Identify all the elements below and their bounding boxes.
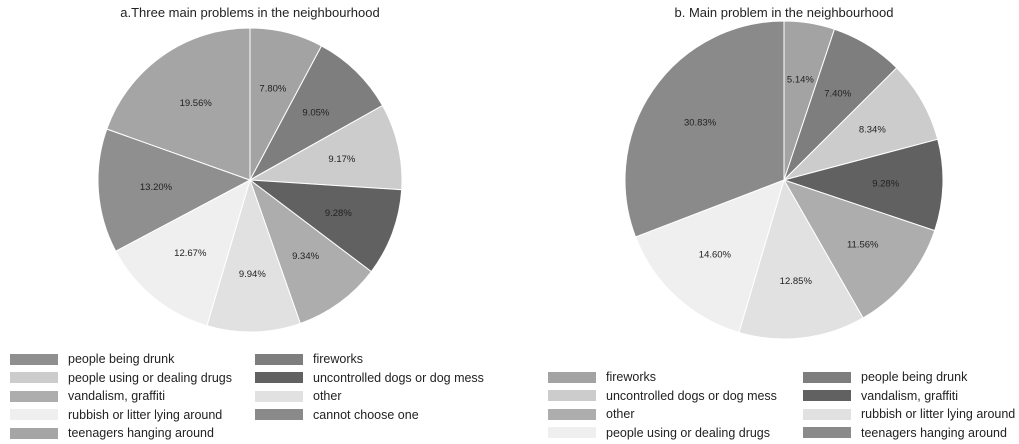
chart-title-a: a.Three main problems in the neighbourho… xyxy=(120,5,379,20)
legend-swatch xyxy=(803,390,851,401)
slice-label-b-0: 5.14% xyxy=(787,75,814,86)
pie-slice-a-6 xyxy=(115,179,251,327)
legend-swatch xyxy=(255,372,303,383)
legend-swatch xyxy=(255,353,303,365)
legend-label: people using or dealing drugs xyxy=(606,425,771,440)
pie-slice-a-3 xyxy=(248,179,403,273)
slice-label-b-1: 7.40% xyxy=(824,89,851,100)
slice-label-a-2: 9.17% xyxy=(328,154,355,165)
slice-label-a-0: 7.80% xyxy=(259,84,286,95)
chart-title-b: b. Main problem in the neighbourhood xyxy=(675,5,894,20)
legend-label: vandalism, graffiti xyxy=(68,389,166,403)
slice-label-a-7: 13.20% xyxy=(140,182,173,193)
pie-slice-b-5 xyxy=(738,178,864,340)
slice-label-a-4: 9.34% xyxy=(292,251,319,262)
legend-label: uncontrolled dogs or dog mess xyxy=(606,388,777,403)
legend-swatch xyxy=(803,408,851,420)
legend-item-a: cannot choose one xyxy=(255,408,419,422)
legend-swatch xyxy=(255,409,303,420)
legend-item-a: people using or dealing drugs xyxy=(10,371,232,385)
legend-swatch xyxy=(10,427,58,439)
legend-item-b: other xyxy=(548,407,635,421)
slice-label-b-2: 8.34% xyxy=(859,124,886,135)
legend-item-a: vandalism, graffiti xyxy=(10,389,165,403)
slice-label-b-3: 9.28% xyxy=(872,178,899,189)
legend-item-a: other xyxy=(255,389,342,403)
legend-swatch xyxy=(548,427,596,438)
legend-label: people being drunk xyxy=(68,352,175,366)
legend-item-a: fireworks xyxy=(255,352,363,366)
slice-label-a-3: 9.28% xyxy=(325,208,352,219)
pie-slice-a-4 xyxy=(248,178,372,325)
legend-item-b: teenagers hanging around xyxy=(803,426,1007,440)
legend-item-a: people being drunk xyxy=(10,352,174,366)
legend-label: people being drunk xyxy=(861,370,968,384)
legend-label: rubbish or litter lying around xyxy=(68,407,223,422)
legend-swatch xyxy=(10,390,58,402)
legend-label: rubbish or litter lying around xyxy=(861,407,1016,421)
legend-item-a: teenagers hanging around xyxy=(10,426,214,440)
pie-slice-a-7 xyxy=(97,128,252,252)
legend-label: other xyxy=(313,389,342,403)
legend-label: vandalism, graffiti xyxy=(861,388,959,403)
legend-swatch xyxy=(255,390,303,402)
pie-slice-a-8 xyxy=(106,27,251,181)
legend-label: teenagers hanging around xyxy=(861,425,1007,440)
legend-item-a: uncontrolled dogs or dog mess xyxy=(255,371,484,385)
pie-chart-a: a.Three main problems in the neighbourho… xyxy=(97,5,403,333)
slice-label-b-4: 11.56% xyxy=(847,240,879,251)
legend-label: teenagers hanging around xyxy=(68,426,214,440)
legend-item-b: vandalism, graffiti xyxy=(803,389,958,403)
legend-swatch xyxy=(10,372,58,383)
legend-label: uncontrolled dogs or dog mess xyxy=(313,370,484,385)
pie-slice-a-5 xyxy=(206,178,301,333)
pie-slice-b-6 xyxy=(634,179,785,334)
legend-swatch xyxy=(803,427,851,438)
legend-label: cannot choose one xyxy=(313,407,419,422)
slice-label-a-8: 19.56% xyxy=(180,98,213,109)
slice-label-a-1: 9.05% xyxy=(302,108,329,119)
slice-label-a-6: 12.67% xyxy=(174,248,207,259)
pie-slice-b-3 xyxy=(782,138,944,232)
legend-swatch xyxy=(10,409,58,420)
legend-item-b: rubbish or litter lying around xyxy=(803,407,1015,421)
legend-item-b: people using or dealing drugs xyxy=(548,426,770,440)
legend-label: fireworks xyxy=(606,370,657,384)
pie-slice-b-4 xyxy=(782,179,936,319)
slice-label-b-7: 30.83% xyxy=(684,117,717,128)
legend-label: fireworks xyxy=(313,352,364,366)
legend-label: other xyxy=(606,407,635,421)
legend-item-b: uncontrolled dogs or dog mess xyxy=(548,389,777,403)
slice-label-b-6: 14.60% xyxy=(699,250,732,261)
legend-item-b: people being drunk xyxy=(803,370,967,384)
legend-swatch xyxy=(548,371,596,383)
pie-slice-b-7 xyxy=(624,20,785,238)
slice-label-a-5: 9.94% xyxy=(239,269,266,280)
slice-label-b-5: 12.85% xyxy=(780,276,813,287)
legend-item-b: fireworks xyxy=(548,370,656,384)
legend-label: people using or dealing drugs xyxy=(68,370,233,385)
legend-swatch xyxy=(548,408,596,420)
legend-swatch xyxy=(548,390,596,401)
legend-swatch xyxy=(10,353,58,365)
pie-slice-a-1 xyxy=(248,45,384,182)
pie-chart-b: b. Main problem in the neighbourhood 5.14… xyxy=(624,5,944,340)
pie-slice-a-2 xyxy=(248,104,403,191)
legend-swatch xyxy=(803,371,851,383)
legend-item-a: rubbish or litter lying around xyxy=(10,408,222,422)
